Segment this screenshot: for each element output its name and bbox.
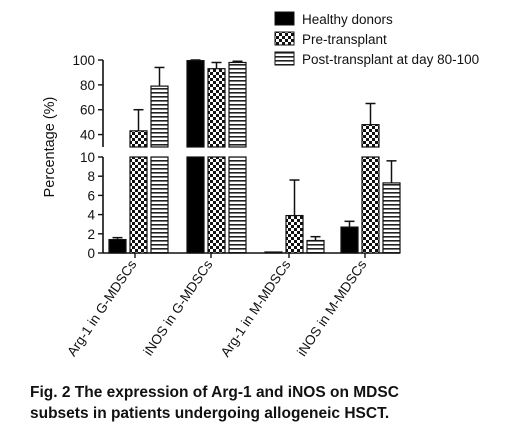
bar — [340, 226, 359, 254]
y-tick-label: 4 — [87, 208, 95, 223]
bar-lower-segment — [129, 156, 148, 254]
y-tick-label: 6 — [87, 188, 95, 203]
x-tick-labels: Arg-1 in G-MDSCs iNOS in G-MDSCs Arg-1 in … — [64, 253, 370, 360]
bar-lower-segment — [186, 156, 205, 254]
bar — [306, 239, 325, 254]
x-tick-label: iNOS in M-MDSCs — [294, 257, 369, 359]
legend-label: Post-transplant at day 80-100 — [302, 52, 479, 67]
bar — [186, 60, 205, 148]
caption-line-2: subsets in patients undergoing allogenei… — [30, 405, 390, 422]
bar — [264, 251, 283, 254]
bar — [108, 238, 127, 254]
bar-lower-segment — [150, 156, 169, 254]
y-axis-label: Percentage (%) — [42, 97, 58, 198]
bar — [382, 182, 401, 254]
y-tick-label: 60 — [80, 103, 95, 118]
x-tick-label: Arg-1 in M-MDSCs — [218, 257, 294, 359]
y-tick-label: 40 — [80, 128, 95, 143]
bar — [361, 124, 380, 148]
legend: Healthy donors Pre-transplant Post-transpl… — [274, 11, 479, 67]
y-tick-label: 10 — [80, 150, 95, 165]
bar-chart: Healthy donors Pre-transplant Post-transpl… — [42, 11, 479, 360]
caption-line-1: Fig. 2 The expression of Arg-1 and iNOS … — [30, 384, 399, 401]
y-tick-label: 80 — [80, 78, 95, 93]
y-tick-label: 0 — [87, 246, 95, 261]
bar — [207, 68, 226, 148]
y-tick-label: 2 — [87, 227, 95, 242]
legend-swatch — [274, 31, 295, 46]
legend-label: Pre-transplant — [302, 32, 387, 47]
bar — [285, 214, 304, 254]
legend-swatch — [274, 51, 295, 66]
x-tick-label: iNOS in G-MDSCs — [141, 257, 216, 358]
bars — [108, 59, 401, 254]
bar-lower-segment — [207, 156, 226, 254]
bar — [150, 85, 169, 148]
y-tick-label: 8 — [87, 169, 95, 184]
bar — [228, 61, 247, 148]
figure-caption: Fig. 2 The expression of Arg-1 and iNOS … — [30, 382, 500, 424]
x-tick-label: Arg-1 in G-MDSCs — [64, 257, 139, 359]
legend-swatch — [274, 11, 295, 26]
y-tick-label: 100 — [72, 53, 95, 68]
bar-lower-segment — [228, 156, 247, 254]
legend-label: Healthy donors — [302, 12, 393, 27]
bar-lower-segment — [361, 156, 380, 254]
bar — [129, 130, 148, 148]
